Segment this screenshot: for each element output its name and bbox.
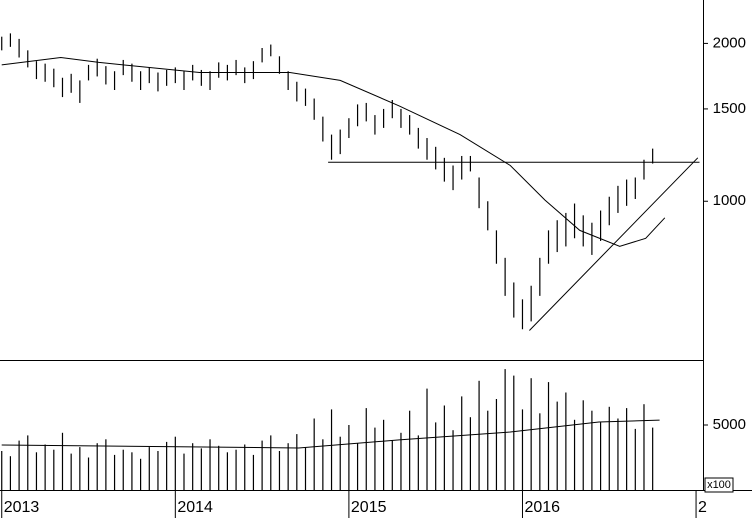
- x-tick-label: 2: [698, 499, 707, 516]
- moving-average: [1, 56, 666, 247]
- volume-unit: x100: [707, 479, 731, 491]
- x-tick-label: 2016: [524, 499, 560, 516]
- unit-box: [704, 477, 734, 493]
- trend-line: [529, 157, 699, 331]
- x-tick-label: 2015: [351, 499, 387, 516]
- y-tick-label: 1500: [713, 100, 746, 117]
- volume-average: [1, 419, 660, 449]
- y-tick-label: 5000: [713, 416, 746, 433]
- y-tick-label: 1000: [713, 192, 746, 209]
- x-tick-label: 2013: [4, 499, 40, 516]
- x-tick-label: 2014: [177, 499, 213, 516]
- y-tick-label: 2000: [713, 34, 746, 51]
